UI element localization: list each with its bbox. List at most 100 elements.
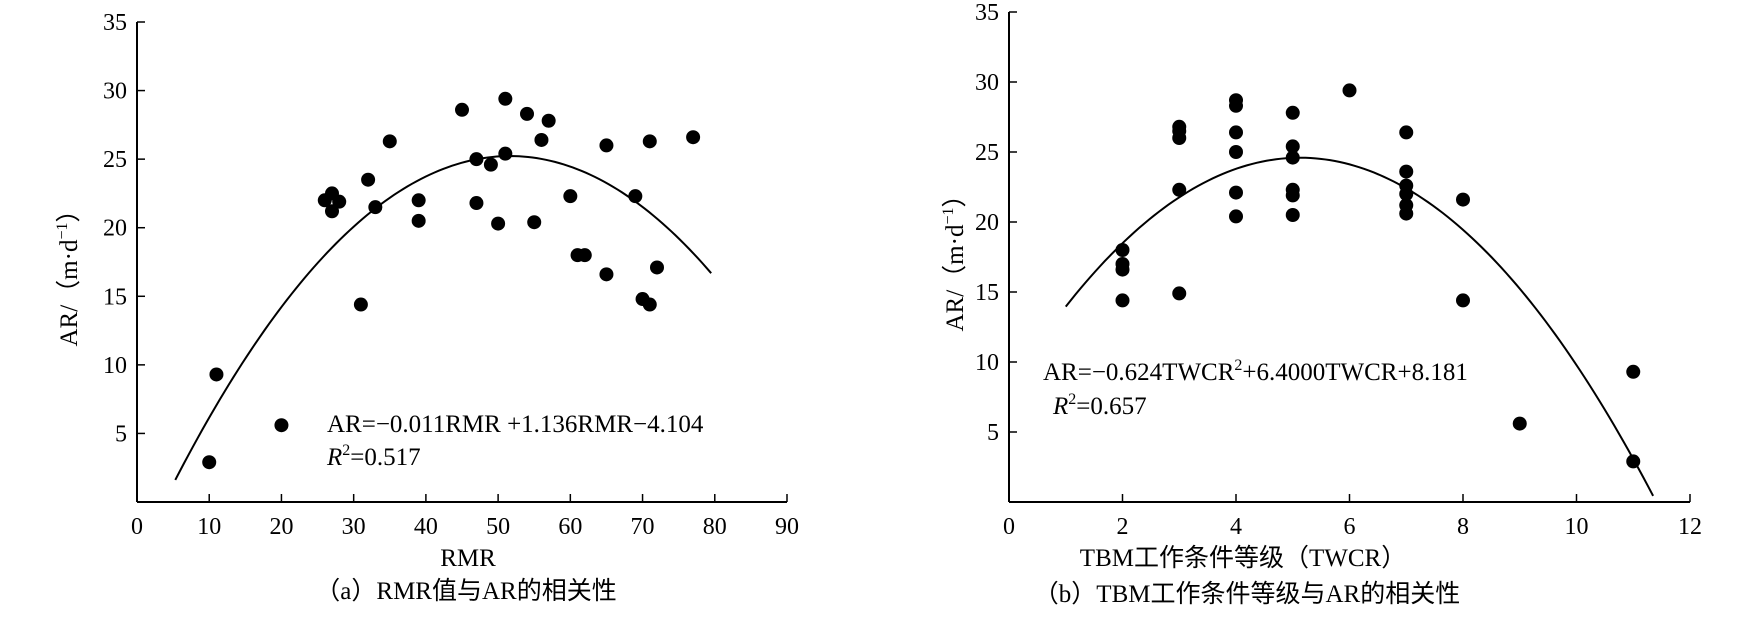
data-point: [353, 297, 368, 312]
data-point: [1399, 187, 1414, 201]
data-point: [1399, 164, 1414, 179]
data-point: [332, 194, 347, 209]
data-point: [686, 130, 701, 145]
x-tick-label: 60: [558, 514, 582, 540]
data-point: [599, 267, 614, 282]
data-point: [469, 152, 484, 167]
data-point: [1229, 209, 1243, 224]
data-point: [1115, 243, 1130, 257]
x-tick-label: 40: [414, 514, 438, 540]
x-tick-label: 0: [131, 514, 143, 540]
data-point: [599, 138, 614, 153]
data-point: [1172, 182, 1187, 197]
y-tick-label: 15: [975, 280, 999, 306]
data-point: [520, 106, 534, 121]
x-tick-label: 50: [486, 514, 510, 540]
data-point: [527, 215, 542, 230]
x-tick-label: 30: [342, 514, 366, 540]
y-tick-label: 30: [975, 70, 999, 96]
data-point: [368, 200, 383, 215]
data-point: [483, 157, 498, 172]
data-point: [274, 418, 289, 433]
x-tick-label: 10: [1565, 514, 1589, 540]
data-point: [1285, 105, 1300, 120]
y-ticks-b: 5 10 15 20 25 30 35: [975, 0, 1017, 446]
data-point: [1172, 131, 1187, 145]
data-point: [628, 189, 643, 204]
x-ticks-b: 0 2 4 6 8 10 12: [1003, 494, 1702, 540]
x-tick-label: 20: [269, 514, 293, 540]
y-tick-label: 20: [103, 216, 127, 242]
data-point: [1115, 293, 1130, 308]
data-point: [1285, 139, 1300, 154]
fit-equation-b: AR=−0.624TWCR2+6.4000TWCR+8.181: [1043, 357, 1468, 386]
x-tick-label: 4: [1230, 514, 1242, 540]
data-point: [1342, 83, 1357, 98]
data-point: [209, 367, 224, 382]
y-ticks-a: 5 10 15 20 25 30 35: [103, 10, 145, 447]
y-tick-label: 5: [987, 420, 999, 446]
fit-curve-a: [174, 155, 712, 481]
x-tick-label: 70: [631, 514, 655, 540]
data-point: [1229, 98, 1243, 113]
data-point: [411, 193, 426, 208]
data-point: [455, 102, 469, 117]
y-tick-label: 25: [975, 140, 999, 166]
y-axis-title-b: AR/（m·d−1）: [940, 183, 969, 332]
x-axis-title-a: RMR: [440, 545, 496, 572]
data-point: [411, 213, 426, 228]
data-point: [498, 91, 513, 106]
r-squared-a: R2=0.517: [326, 442, 421, 471]
data-point: [202, 455, 217, 470]
y-tick-label: 20: [975, 210, 999, 236]
data-point: [1626, 364, 1641, 379]
data-point: [534, 132, 549, 147]
data-point: [1626, 454, 1641, 469]
data-point: [1399, 125, 1414, 140]
data-point: [1229, 145, 1243, 159]
data-point: [325, 204, 339, 219]
data-point: [1456, 192, 1470, 207]
data-point: [563, 189, 578, 204]
x-tick-label: 80: [703, 514, 727, 540]
y-tick-label: 25: [103, 147, 127, 173]
fit-curve-b: [1064, 156, 1654, 497]
y-tick-label: 10: [975, 350, 999, 376]
data-point: [1172, 286, 1187, 301]
data-point: [650, 260, 664, 275]
data-point: [469, 196, 484, 211]
caption-b: （b）TBM工作条件等级与AR的相关性: [1034, 580, 1460, 608]
data-points-b: [1115, 83, 1641, 469]
data-point: [361, 172, 376, 187]
caption-a: （a）RMR值与AR的相关性: [315, 577, 616, 605]
y-tick-label: 35: [975, 0, 999, 26]
y-tick-label: 15: [103, 284, 127, 310]
data-point: [498, 146, 513, 161]
data-point: [1115, 262, 1130, 277]
x-tick-label: 10: [197, 514, 221, 540]
axes-a: [136, 22, 787, 503]
data-point: [541, 113, 556, 128]
x-tick-label: 8: [1457, 514, 1469, 540]
data-point: [642, 297, 657, 312]
y-tick-label: 35: [103, 10, 127, 36]
x-tick-label: 2: [1117, 514, 1129, 540]
data-points-a: [202, 91, 701, 470]
data-point: [642, 134, 657, 149]
data-point: [1285, 188, 1300, 203]
r-squared-b: R2=0.657: [1052, 391, 1147, 420]
x-axis-title-b: TBM工作条件等级（TWCR）: [1080, 544, 1406, 572]
y-tick-label: 30: [103, 79, 127, 105]
y-tick-label: 10: [103, 353, 127, 379]
fit-equation-a: AR=−0.011RMR +1.136RMR−4.104: [327, 411, 704, 438]
data-point: [1399, 206, 1414, 221]
data-point: [1229, 125, 1243, 140]
x-tick-label: 6: [1344, 514, 1356, 540]
data-point: [1229, 185, 1243, 200]
chart-rmr-vs-ar: 0 10 20 30 40 50 60 70 80 90 5 10 15 20 25 30 35 RMR AR…: [54, 10, 799, 605]
x-tick-label: 12: [1678, 514, 1702, 540]
y-axis-title-a: AR/（m·d−1）: [54, 198, 83, 347]
y-tick-label: 5: [115, 421, 127, 447]
